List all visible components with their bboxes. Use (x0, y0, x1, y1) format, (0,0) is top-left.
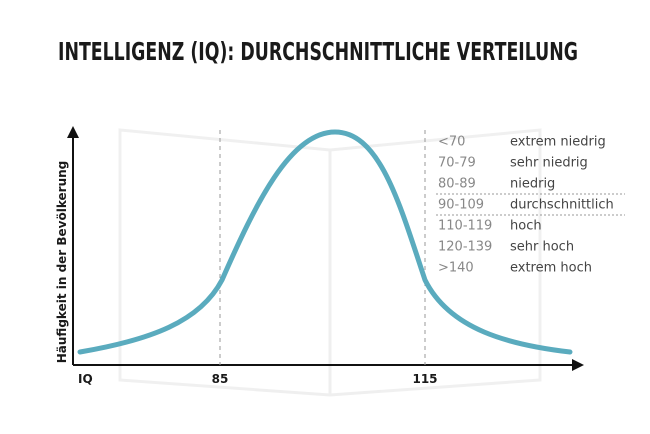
legend-range: 80-89 (438, 177, 476, 192)
x-tick-label: IQ (78, 372, 93, 386)
y-axis-label: Häufigkeit in der Bevölkerung (55, 161, 69, 364)
legend-label: hoch (510, 219, 542, 234)
x-tick-label: 85 (212, 372, 229, 386)
legend-label: sehr niedrig (510, 156, 588, 171)
legend-range: 110-119 (438, 219, 492, 234)
legend-label: durchschnittlich (510, 198, 614, 213)
legend-range: 120-139 (438, 240, 492, 255)
legend-label: extrem hoch (510, 261, 592, 276)
legend: <70 extrem niedrig 70-79 sehr niedrig 80-89 n… (438, 135, 614, 276)
x-arrow (572, 359, 584, 371)
x-tick-label: 115 (412, 372, 437, 386)
legend-range: 70-79 (438, 156, 476, 171)
bell-curve (77, 129, 573, 355)
legend-range: <70 (438, 135, 465, 150)
legend-range: 90-109 (438, 198, 484, 213)
legend-label: niedrig (510, 177, 555, 192)
legend-range: >140 (438, 261, 474, 276)
y-arrow (67, 126, 79, 138)
legend-label: extrem niedrig (510, 135, 606, 150)
legend-label: sehr hoch (510, 240, 574, 255)
title: INTELLIGENZ (IQ): DURCHSCHNITTLICHE VERT… (58, 37, 578, 66)
background-decoration (118, 128, 542, 397)
